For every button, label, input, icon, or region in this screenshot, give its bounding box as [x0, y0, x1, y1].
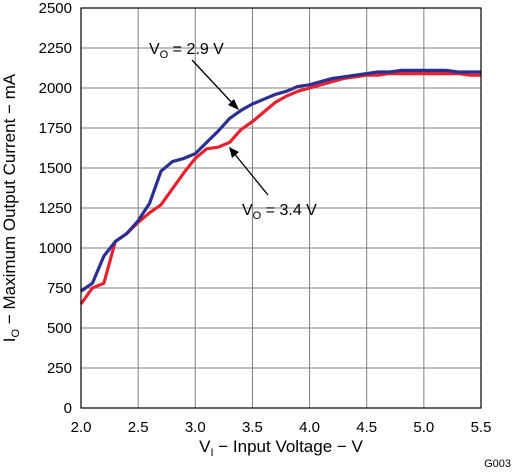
figure-id: G003: [484, 458, 511, 470]
y-tick-label: 1500: [39, 160, 72, 177]
annotation-arrowhead-3-4: [229, 147, 239, 158]
x-tick-label: 5.0: [413, 419, 434, 436]
x-tick-label: 5.5: [471, 419, 492, 436]
y-tick-label: 2500: [39, 0, 72, 17]
x-axis-label: VI − Input Voltage − V: [199, 437, 363, 459]
series-layer: [79, 68, 481, 305]
x-tick-label: 4.0: [299, 419, 320, 436]
y-tick-label: 0: [64, 400, 72, 417]
y-tick-label: 1250: [39, 200, 72, 217]
y-tick-label: 500: [47, 320, 72, 337]
y-tick-label: 2000: [39, 80, 72, 97]
series-label-2-9: VO = 2.9 V: [149, 41, 224, 61]
annotation-arrow-3-4: [232, 151, 269, 196]
tick-layer: 2.0 2.5 3.0 3.5 4.0 4.5 5.0 5.5 0 250 500 750 1000 12…: [39, 0, 492, 436]
series-line-vo-2-9: [80, 68, 481, 293]
y-axis-label: IO − Maximum Output Current − mA: [0, 73, 22, 342]
x-tick-label: 2.0: [71, 419, 92, 436]
y-tick-label: 1000: [39, 240, 72, 257]
y-tick-label: 1750: [39, 120, 72, 137]
y-tick-label: 250: [47, 360, 72, 377]
series-line-vo-3-4: [79, 71, 481, 305]
x-tick-label: 4.5: [356, 419, 377, 436]
series-label-3-4: VO = 3.4 V: [242, 202, 317, 222]
plot-frame: [80, 7, 482, 409]
y-tick-label: 2250: [39, 40, 72, 57]
x-tick-label: 3.5: [242, 419, 263, 436]
x-tick-label: 2.5: [128, 419, 149, 436]
y-tick-label: 750: [47, 280, 72, 297]
annotation-arrowhead-2-9: [228, 99, 239, 110]
x-tick-label: 3.0: [185, 419, 206, 436]
annotation-arrow-2-9: [191, 59, 236, 107]
